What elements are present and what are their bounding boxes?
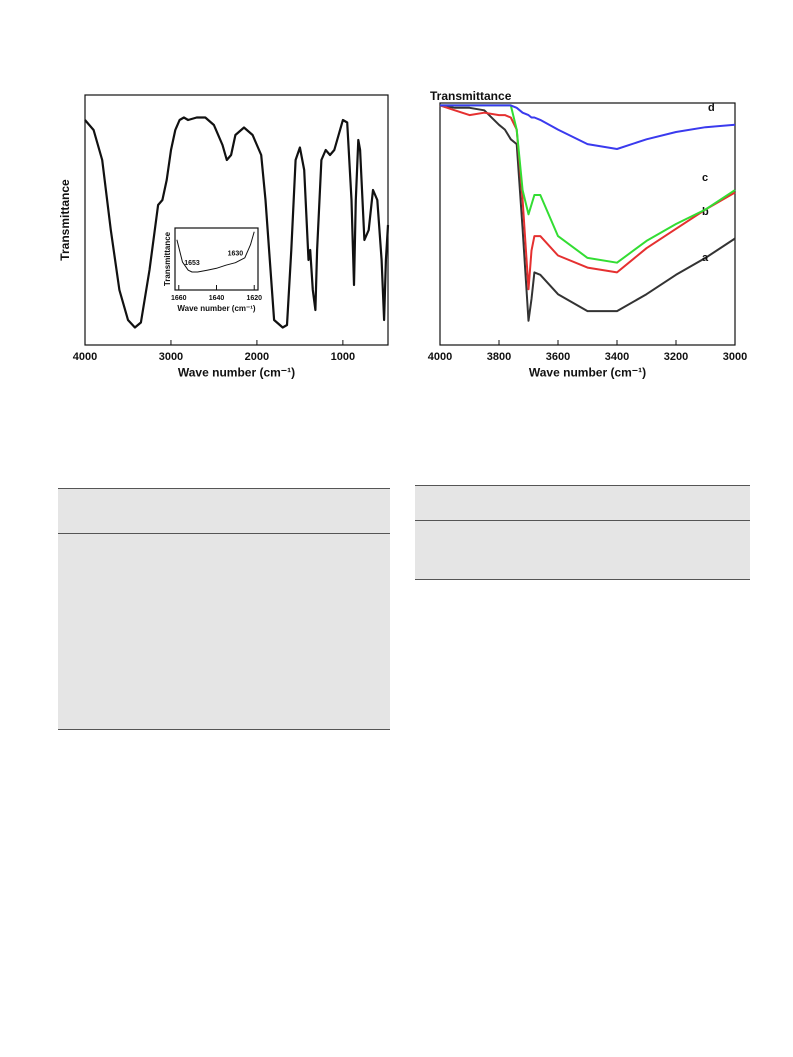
peak-annotation: 1630 [228,251,244,258]
plot-frame [439,102,736,346]
plot-frame [84,94,389,346]
x-axis-label: Wave number (cm⁻¹) [177,304,255,313]
x-tick-label: 3400 [605,351,629,363]
table-rule [415,520,750,521]
spectrum-line [439,104,736,322]
x-tick-label: 3200 [664,351,688,363]
plot-frame [174,227,259,291]
x-axis-label: Wave number (cm⁻¹) [529,366,646,380]
x-tick-label: 3000 [723,351,747,363]
peak-annotation: 1653 [184,260,200,267]
x-tick-label: 3600 [546,351,570,363]
spectrum-line [439,104,736,291]
x-tick-label: 1640 [209,295,225,302]
y-axis-label: Transmittance [163,231,172,286]
x-tick-label: 1000 [331,351,355,363]
series-label: a [702,252,709,264]
x-tick-label: 3000 [159,351,183,363]
spectrum-line [84,116,390,329]
spectrum-line [176,231,255,273]
x-tick-label: 2000 [245,351,269,363]
y-axis-label: Transmittance [430,89,512,103]
x-tick-label: 4000 [428,351,452,363]
x-tick-label: 3800 [487,351,511,363]
x-tick-label: 4000 [73,351,97,363]
x-axis-label: Wave number (cm⁻¹) [178,366,295,380]
x-tick-label: 1620 [246,295,262,302]
table-placeholder [415,485,750,580]
y-axis-label: Transmittance [58,179,72,261]
series-label: c [702,172,708,184]
figures: 4000 3000 2000 1000 Wave number (cm⁻¹) Transm… [58,89,747,380]
series-label: b [702,206,709,218]
series-label: d [708,102,715,114]
table-placeholder [58,488,390,730]
x-tick-label: 1660 [171,295,187,302]
table-rule [58,533,390,534]
spectrum-line [440,104,736,150]
